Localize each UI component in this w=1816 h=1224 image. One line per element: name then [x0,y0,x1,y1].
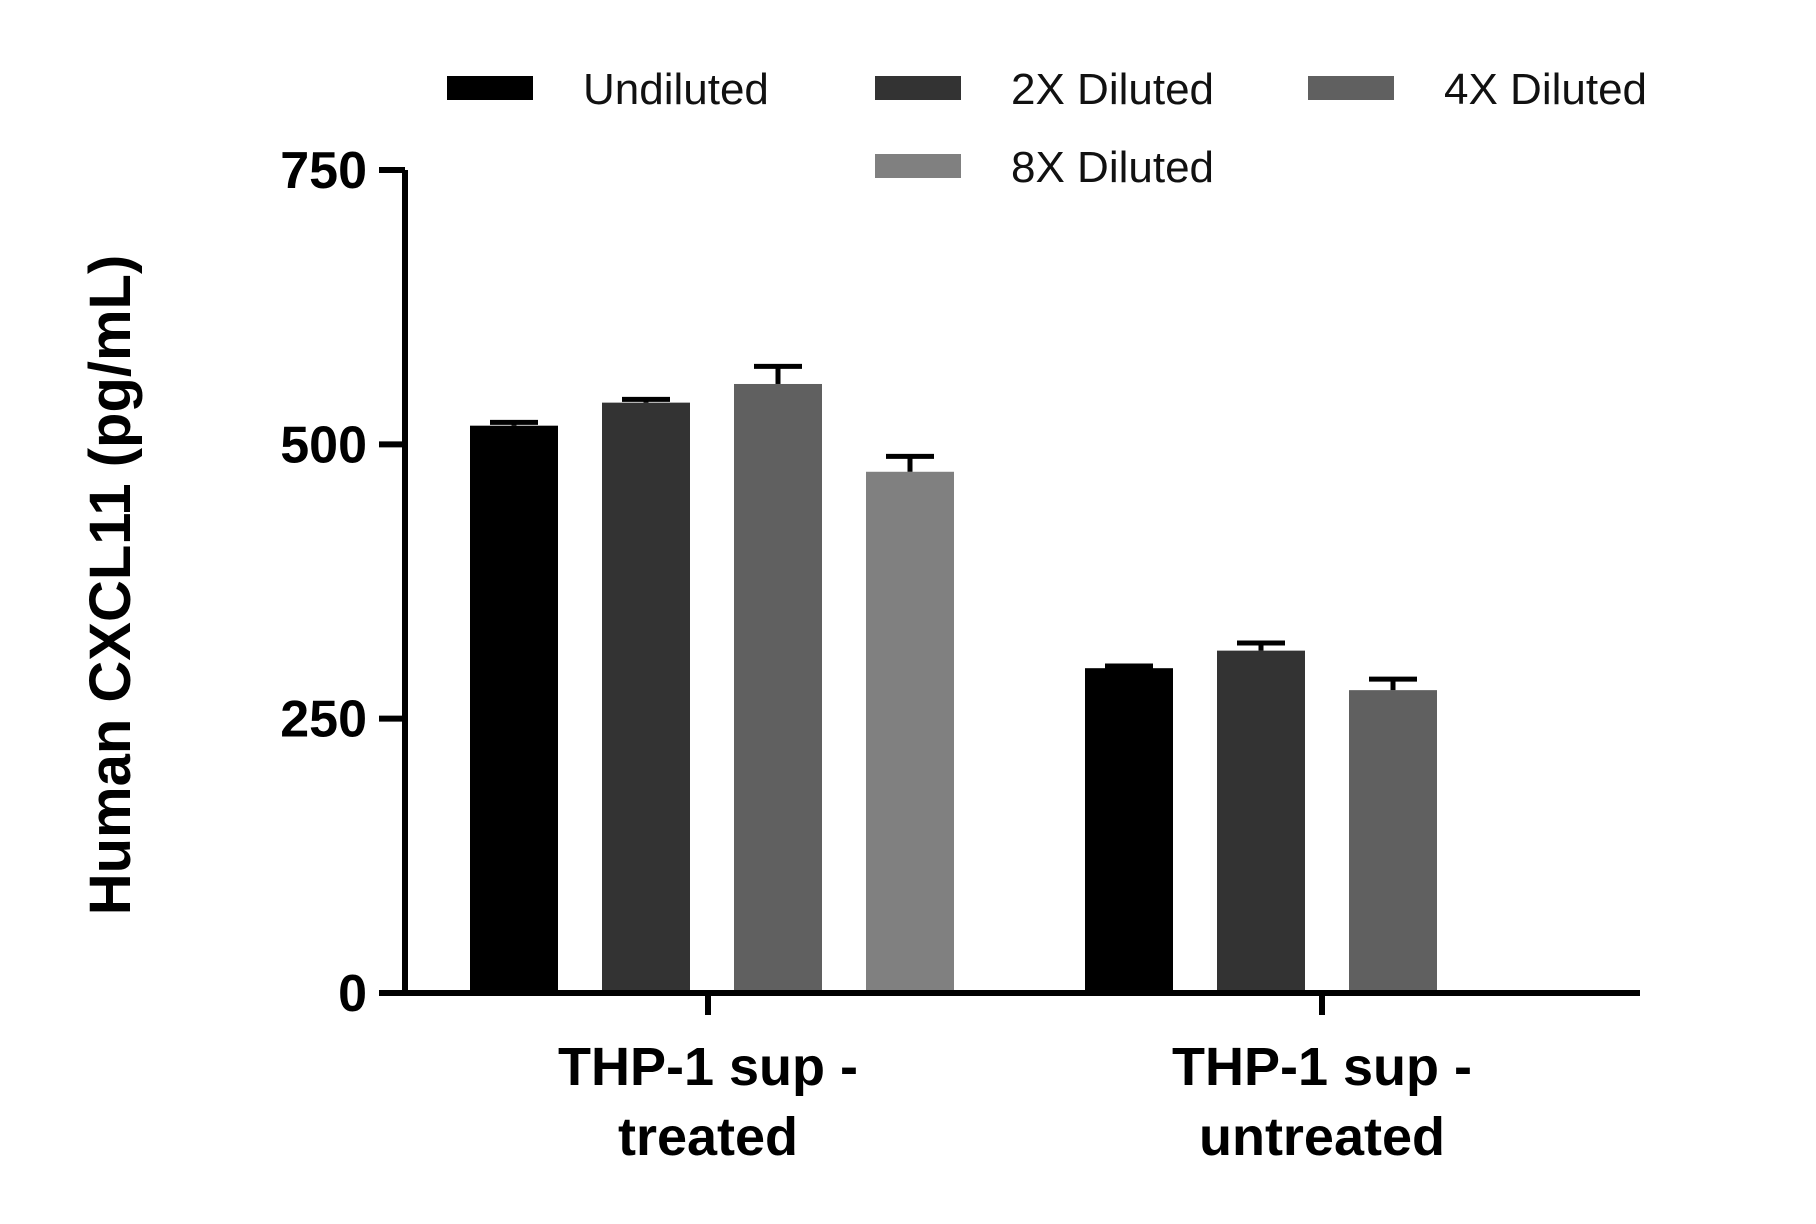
y-tick-label: 0 [338,965,367,1023]
error-bar [886,453,934,472]
x-tick-label: THP-1 sup - [1172,1037,1472,1097]
legend-item-4x-diluted: 4X Diluted [1308,65,1647,114]
legend-label: 8X Diluted [1011,143,1214,192]
y-axis-title-group: Human CXCL11 (pg/mL) [78,255,143,916]
bars [470,383,1437,994]
legend-swatch [1308,76,1394,100]
axes [402,170,1640,1015]
legend-swatch [875,76,961,100]
y-tick-label: 250 [280,691,367,749]
error-bar [1369,676,1417,691]
y-ticks: 0 250 500 750 [280,142,405,1023]
x-tick-labels: THP-1 sup - treated THP-1 sup - untreated [558,1037,1472,1167]
x-tick-label: THP-1 sup - [558,1037,858,1097]
y-tick-label: 750 [280,142,367,200]
legend-item-8x-diluted: 8X Diluted [875,143,1214,192]
legend-swatch [875,154,961,178]
x-tick-label: treated [618,1107,798,1167]
legend-label: Undiluted [583,65,769,114]
error-bar [622,396,670,403]
x-tick-label: untreated [1199,1107,1445,1167]
error-bar [490,419,538,426]
error-bar [1105,663,1153,669]
legend-item-2x-diluted: 2X Diluted [875,65,1214,114]
legend-item-undiluted: Undiluted [447,65,769,114]
bar-4x-diluted-group-2 [1349,690,1437,993]
error-bars [490,363,1417,691]
error-bar [754,363,802,384]
legend: Undiluted 2X Diluted 4X Diluted 8X Diluted [447,65,1647,192]
y-axis-title: Human CXCL11 (pg/mL) [78,255,143,916]
legend-label: 2X Diluted [1011,65,1214,114]
bar-2x-diluted-group-1 [602,402,690,994]
bar-2x-diluted-group-2 [1217,650,1305,993]
legend-label: 4X Diluted [1444,65,1647,114]
error-bar [1237,640,1285,651]
bar-undiluted-group-2 [1085,668,1173,993]
bar-4x-diluted-group-1 [734,383,822,994]
y-tick-label: 500 [280,416,367,474]
bar-8x-diluted-group-1 [866,471,954,993]
legend-swatch [447,76,533,100]
bar-undiluted-group-1 [470,425,558,993]
